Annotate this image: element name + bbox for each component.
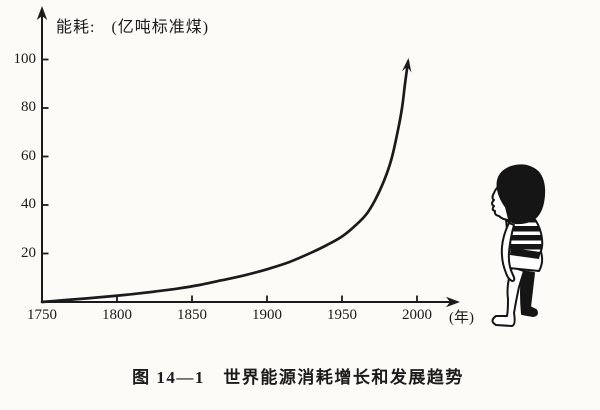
child-illustration xyxy=(491,164,546,327)
child-back-leg xyxy=(520,270,538,317)
energy-curve xyxy=(40,58,412,304)
figure-caption: 图 14—1 世界能源消耗增长和发展趋势 xyxy=(132,368,464,387)
y-axis-label: 能耗: xyxy=(56,19,96,36)
axis-ticks xyxy=(42,58,418,302)
child-arm xyxy=(500,222,516,282)
y-axis-arrowhead-icon xyxy=(36,6,48,20)
curve-arrowhead-icon xyxy=(401,58,412,73)
child-hair xyxy=(496,164,546,225)
x-axis-unit-label: (年) xyxy=(449,310,474,326)
y-axis-title: 能耗: (亿吨标准煤) xyxy=(56,13,209,37)
energy-curve-line xyxy=(40,60,410,304)
x-axis-arrowhead-icon xyxy=(446,296,460,308)
y-axis-unit-label: (亿吨标准煤) xyxy=(111,19,210,36)
child-front-leg xyxy=(491,266,525,327)
